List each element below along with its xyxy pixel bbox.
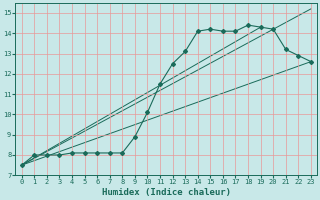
X-axis label: Humidex (Indice chaleur): Humidex (Indice chaleur) — [102, 188, 231, 197]
